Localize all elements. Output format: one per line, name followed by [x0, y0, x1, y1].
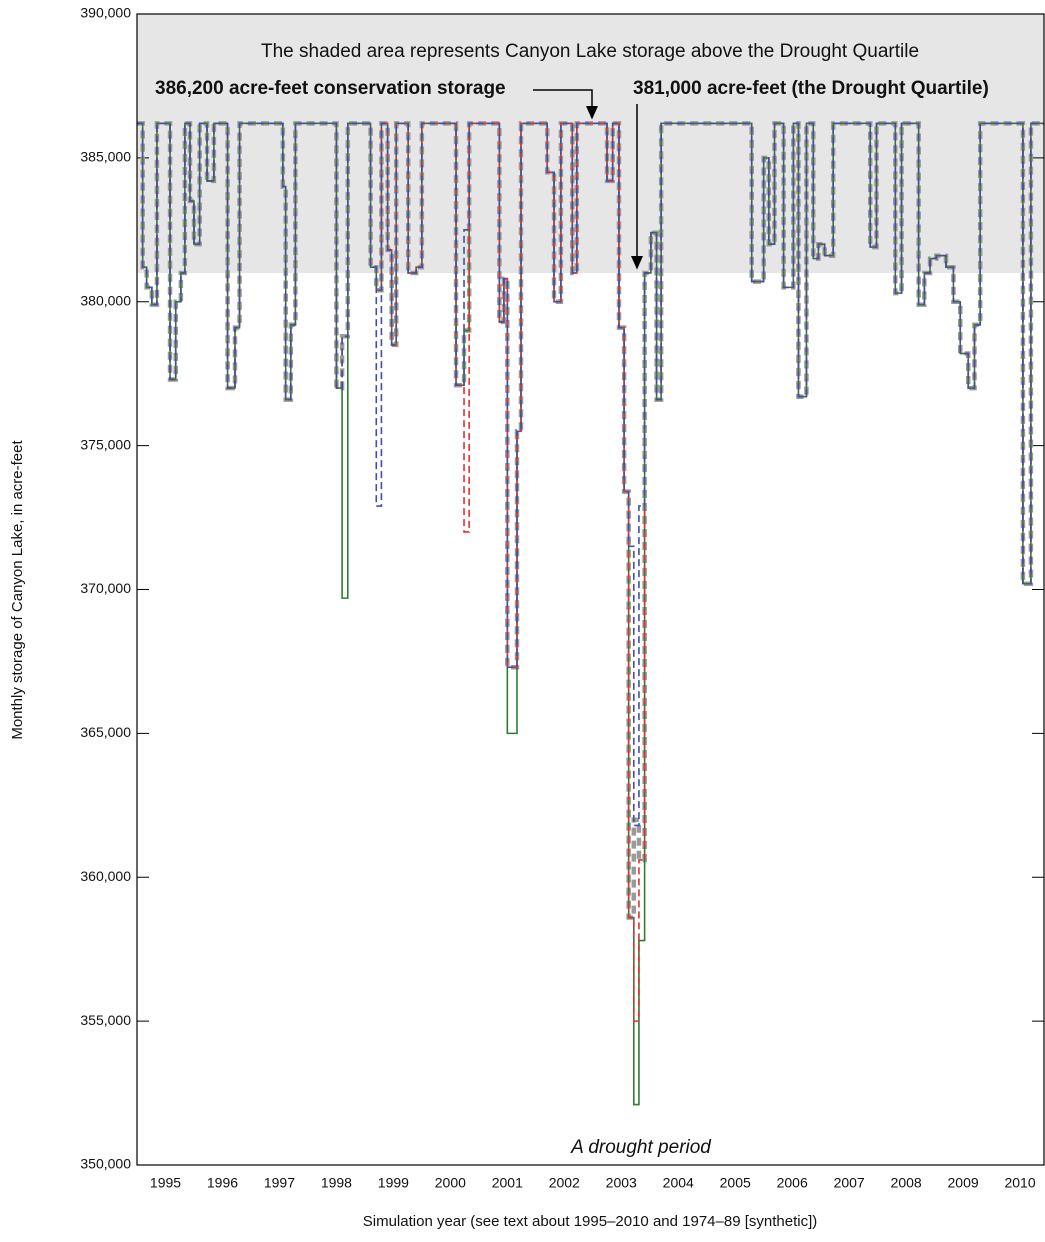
y-tick-label: 350,000	[80, 1156, 131, 1172]
y-tick-label: 380,000	[80, 292, 131, 308]
x-tick-label: 2003	[606, 1175, 637, 1191]
x-tick-label: 2004	[663, 1175, 694, 1191]
y-tick-label: 390,000	[80, 5, 131, 21]
x-tick-label: 2008	[891, 1175, 922, 1191]
x-tick-label: 1997	[264, 1175, 295, 1191]
x-tick-label: 1996	[207, 1175, 238, 1191]
plot-area: 350,000 355,000 360,000 365,000 370,000 375,0…	[80, 5, 1045, 1191]
conservation-note: 386,200 acre-feet conservation storage	[155, 78, 506, 99]
storage-line	[137, 122, 1044, 827]
y-tick-label: 365,000	[80, 724, 131, 740]
x-tick-label: 2002	[549, 1175, 580, 1191]
y-tick-label: 370,000	[80, 580, 131, 596]
x-tick-label: 2001	[492, 1175, 523, 1191]
y-axis-title: Monthly storage of Canyon Lake, in acre-…	[9, 440, 26, 740]
y-tick-label: 375,000	[80, 436, 131, 452]
y-tick-label: 360,000	[80, 868, 131, 884]
x-axis-title: Simulation year (see text about 1995–201…	[363, 1213, 817, 1230]
x-tick-label: 2007	[834, 1175, 865, 1191]
x-tick-label: 2006	[777, 1175, 808, 1191]
shaded-area	[137, 14, 1044, 273]
x-tick-label: 2009	[948, 1175, 979, 1191]
y-tick-label: 355,000	[80, 1012, 131, 1028]
shade-note: The shaded area represents Canyon Lake s…	[261, 41, 919, 62]
arrow	[533, 89, 598, 120]
y-tick-label: 385,000	[80, 149, 131, 165]
x-tick-label: 1995	[150, 1175, 181, 1191]
x-tick-label: 1998	[321, 1175, 352, 1191]
plot-frame	[136, 13, 1045, 1166]
x-tick-label: 2005	[720, 1175, 751, 1191]
quartile-note: 381,000 acre-feet (the Drought Quartile)	[633, 78, 989, 99]
drought-note: A drought period	[570, 1137, 712, 1158]
x-tick-label: 1999	[378, 1175, 409, 1191]
x-tick-label: 2000	[435, 1175, 466, 1191]
x-tick-label: 2010	[1004, 1175, 1035, 1191]
